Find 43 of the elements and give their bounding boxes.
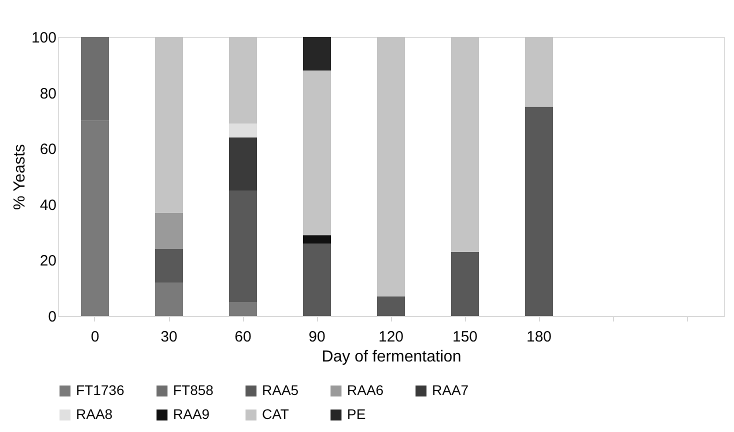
y-tick-label: 20 xyxy=(40,252,56,270)
y-axis-title: % Yeasts xyxy=(11,144,28,210)
y-tick-label: 100 xyxy=(31,30,56,46)
x-tick-label: 60 xyxy=(234,328,252,346)
x-tick-label: 90 xyxy=(308,328,326,346)
bar xyxy=(303,235,331,244)
y-tick-label: 40 xyxy=(40,196,56,214)
bar xyxy=(155,37,183,213)
bar xyxy=(155,282,183,316)
legend-label: RAA7 xyxy=(432,382,469,398)
bar xyxy=(451,37,479,252)
x-tick-label: 120 xyxy=(378,328,404,346)
y-tick-label: 0 xyxy=(48,308,56,326)
x-axis-title: Day of fermentation xyxy=(322,348,462,366)
bar xyxy=(377,296,405,316)
legend-label: CAT xyxy=(262,406,290,422)
legend-label: RAA5 xyxy=(262,382,299,398)
bar xyxy=(229,137,257,190)
bar xyxy=(229,123,257,138)
legend-label: FT858 xyxy=(173,382,214,398)
legend-label: FT1736 xyxy=(76,382,124,398)
bar xyxy=(229,302,257,316)
legend-label: RAA6 xyxy=(347,382,384,398)
bar xyxy=(451,252,479,316)
legend-label: RAA8 xyxy=(76,406,113,422)
y-tick-label: 60 xyxy=(40,141,56,158)
bar xyxy=(303,37,331,70)
bar xyxy=(155,212,183,250)
bar xyxy=(229,37,257,124)
x-tick-label: 0 xyxy=(90,328,100,346)
bar xyxy=(525,106,553,316)
x-tick-label: 150 xyxy=(452,328,478,346)
bar xyxy=(155,249,183,283)
legend-label: PE xyxy=(347,406,366,422)
x-tick-label: 30 xyxy=(160,328,178,346)
bar xyxy=(303,243,331,316)
bar xyxy=(377,37,405,296)
bar xyxy=(303,70,331,236)
y-tick-label: 80 xyxy=(40,85,56,102)
legend-label: RAA9 xyxy=(173,406,210,422)
bar xyxy=(229,190,257,302)
bar xyxy=(525,37,553,107)
x-tick-label: 180 xyxy=(526,328,552,346)
